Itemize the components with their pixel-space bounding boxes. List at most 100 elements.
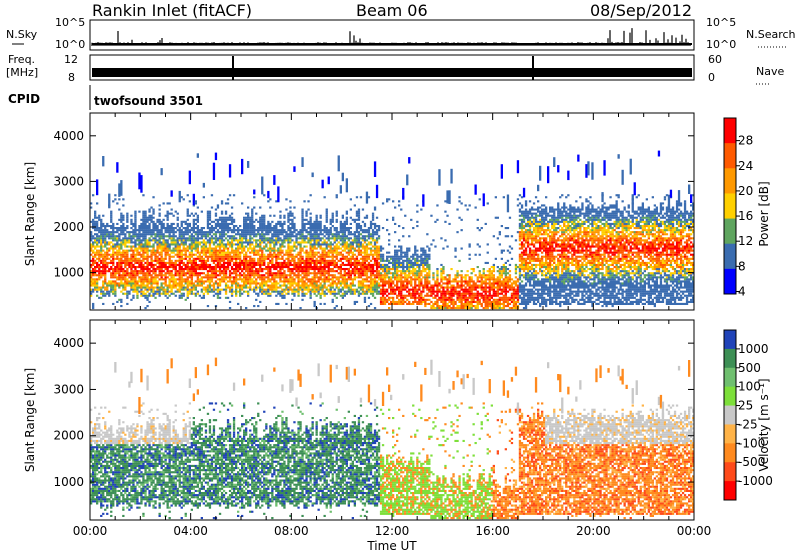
power-cell — [221, 235, 223, 237]
power-cell — [116, 243, 118, 245]
power-cell — [265, 227, 267, 229]
power-cell — [118, 270, 120, 272]
power-cell — [124, 276, 126, 278]
power-cell — [132, 260, 134, 262]
power-cell — [213, 163, 215, 180]
power-cell — [299, 266, 301, 268]
power-cell — [338, 231, 340, 233]
power-cell — [372, 246, 374, 248]
power-cell — [181, 295, 183, 297]
power-cell — [124, 293, 126, 295]
power-cell — [229, 274, 231, 276]
power-cell — [207, 289, 209, 291]
power-cell — [267, 256, 269, 258]
power-cell — [233, 227, 235, 229]
power-cell — [215, 268, 217, 270]
power-cell — [273, 239, 275, 241]
power-cell — [289, 254, 291, 256]
power-cell — [307, 274, 309, 276]
power-cell — [316, 268, 318, 270]
power-cell — [374, 297, 376, 299]
power-cell — [100, 229, 102, 231]
power-cell — [356, 229, 358, 231]
power-cell — [320, 295, 322, 297]
power-cell — [338, 246, 340, 248]
power-cell — [110, 233, 112, 235]
power-cell — [211, 252, 213, 254]
power-cell — [257, 254, 259, 256]
power-cell — [144, 239, 146, 241]
power-cell — [223, 231, 225, 233]
power-cell — [132, 276, 134, 278]
power-cell — [267, 241, 269, 243]
power-cell — [134, 248, 136, 250]
power-cell — [316, 221, 318, 223]
power-cell — [128, 282, 130, 284]
power-cell — [374, 209, 376, 211]
power-cell — [402, 264, 404, 266]
power-cell — [161, 250, 163, 252]
power-cell — [342, 223, 344, 225]
power-cell — [122, 219, 124, 221]
power-cell — [92, 291, 94, 293]
power-cell — [138, 173, 140, 190]
power-cell — [221, 260, 223, 262]
power-cell — [380, 291, 382, 293]
power-cell — [161, 237, 163, 239]
power-cell — [283, 270, 285, 272]
power-cell — [235, 282, 237, 284]
power-cell — [348, 289, 350, 291]
power-cell — [237, 274, 239, 276]
power-cell — [146, 272, 148, 274]
power-cell — [108, 285, 110, 287]
power-cell — [187, 272, 189, 274]
power-cell — [179, 235, 181, 237]
power-cell — [146, 270, 148, 272]
power-cell — [412, 289, 414, 291]
power-cell — [255, 272, 257, 274]
power-cell — [205, 246, 207, 248]
power-cell — [247, 274, 249, 276]
power-cell — [233, 278, 235, 280]
power-cell — [394, 258, 396, 260]
power-cell — [116, 250, 118, 252]
power-cell — [215, 289, 217, 291]
power-cell — [314, 252, 316, 254]
power-cell — [336, 229, 338, 231]
power-cell — [275, 268, 277, 270]
power-cell — [211, 194, 213, 196]
power-cell — [269, 252, 271, 254]
power-cell — [269, 231, 271, 233]
power-cell — [136, 237, 138, 239]
power-cell — [287, 215, 289, 217]
power-cell — [388, 293, 390, 295]
power-cell — [112, 258, 114, 260]
power-cell — [261, 248, 263, 250]
power-cell — [267, 274, 269, 276]
power-cell — [140, 287, 142, 289]
power-cell — [152, 282, 154, 284]
power-cell — [364, 252, 366, 254]
power-cell — [181, 196, 183, 198]
power-cell — [148, 241, 150, 243]
power-cell — [237, 246, 239, 248]
power-cell — [269, 207, 271, 209]
power-cell — [430, 295, 432, 297]
power-cell — [128, 233, 130, 235]
power-cell — [281, 223, 283, 225]
power-cell — [332, 252, 334, 254]
power-cell — [241, 250, 243, 252]
power-cell — [358, 291, 360, 293]
power-cell — [322, 237, 324, 239]
power-cell — [207, 211, 209, 213]
power-cell — [205, 280, 207, 282]
power-cell — [318, 235, 320, 237]
power-cell — [134, 233, 136, 235]
power-cell — [291, 258, 293, 260]
power-cell — [358, 268, 360, 270]
power-cell — [193, 194, 195, 205]
power-cell — [223, 239, 225, 241]
power-cell — [348, 233, 350, 235]
power-cell — [100, 254, 102, 256]
power-cell — [312, 291, 314, 293]
